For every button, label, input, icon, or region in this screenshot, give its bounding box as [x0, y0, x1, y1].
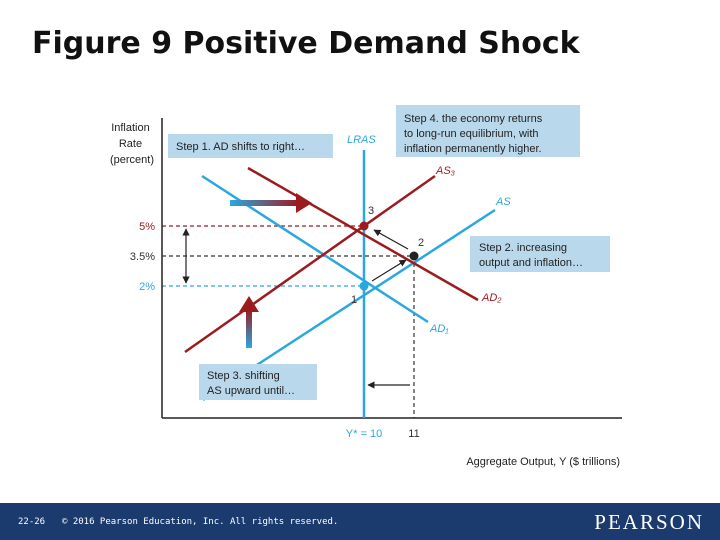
y-tick-5pct: 5%: [139, 221, 155, 233]
copyright-notice: © 2016 Pearson Education, Inc. All right…: [62, 517, 339, 527]
point-2-label: 2: [418, 237, 424, 249]
ad1-label: AD₁: [429, 323, 449, 335]
ad2-label: AD₂: [481, 292, 502, 304]
step3-callout: Step 3. shifting AS upward until…: [199, 364, 317, 400]
y-axis-label-line: Inflation: [111, 122, 150, 134]
x-tick-ystar: Y* = 10: [346, 428, 382, 440]
as3-curve: [184, 174, 436, 354]
point-1-label: 1: [351, 294, 357, 306]
step2-text-line: output and inflation…: [479, 257, 583, 269]
y-axis-label: Inflation Rate (percent): [110, 122, 154, 166]
demand-shock-diagram: Inflation Rate (percent) Aggregate Outpu…: [110, 105, 622, 468]
ad2-curve: [247, 166, 479, 302]
step3-text-line: AS upward until…: [207, 385, 295, 397]
equilibrium-point-1: [359, 281, 369, 291]
step1-callout: Step 1. AD shifts to right…: [168, 134, 333, 158]
point-3-label: 3: [368, 205, 374, 217]
step4-text-line: inflation permanently higher.: [404, 143, 542, 155]
y-tick-2pct: 2%: [139, 281, 155, 293]
move-arrow-1-to-2: [371, 259, 407, 282]
pearson-logo: PEARSON: [594, 510, 704, 534]
ad-shift-arrow: [230, 193, 312, 213]
svg-text:Step 2. increasing outpu: Step 2. increasing output and inflation…: [479, 242, 583, 269]
step1-text: Step 1. AD shifts to right…: [176, 141, 305, 153]
step4-text-line: to long-run equilibrium, with: [404, 128, 539, 140]
as3-label: AS₃: [435, 165, 456, 177]
x-axis-label: Aggregate Output, Y ($ trillions): [466, 456, 620, 468]
lras-label: LRAS: [347, 134, 376, 146]
as1-label: AS: [495, 196, 511, 208]
x-tick-11: 11: [408, 428, 419, 440]
step4-callout: Step 4. the economy returns to long-run …: [396, 105, 580, 157]
equilibrium-point-2: [409, 251, 419, 261]
slide-title: Figure 9 Positive Demand Shock: [32, 26, 580, 61]
slide-number: 22-26: [18, 517, 46, 527]
y-axis-label-line: Rate: [119, 138, 142, 150]
y-axis-label-line: (percent): [110, 154, 154, 166]
svg-text:Step 3. shifting AS upwa: Step 3. shifting AS upward until…: [207, 370, 295, 397]
ad1-curve: [201, 174, 429, 324]
svg-text:Step 1. AD shifts to right…: Step 1. AD shifts to right…: [176, 141, 305, 153]
footer-bar: 22-26 © 2016 Pearson Education, Inc. All…: [0, 503, 720, 540]
as-shift-arrow: [239, 296, 259, 348]
step4-text-line: Step 4. the economy returns: [404, 113, 543, 125]
y-tick-3-5pct: 3.5%: [130, 251, 155, 263]
step2-callout: Step 2. increasing output and inflation…: [470, 236, 610, 272]
step2-text-line: Step 2. increasing: [479, 242, 567, 254]
move-arrow-2-to-3: [373, 229, 409, 250]
step3-text-line: Step 3. shifting: [207, 370, 280, 382]
svg-text:Step 4. the economy returns: Step 4. the economy returns to long-run …: [404, 113, 545, 155]
equilibrium-point-3: [359, 221, 369, 231]
